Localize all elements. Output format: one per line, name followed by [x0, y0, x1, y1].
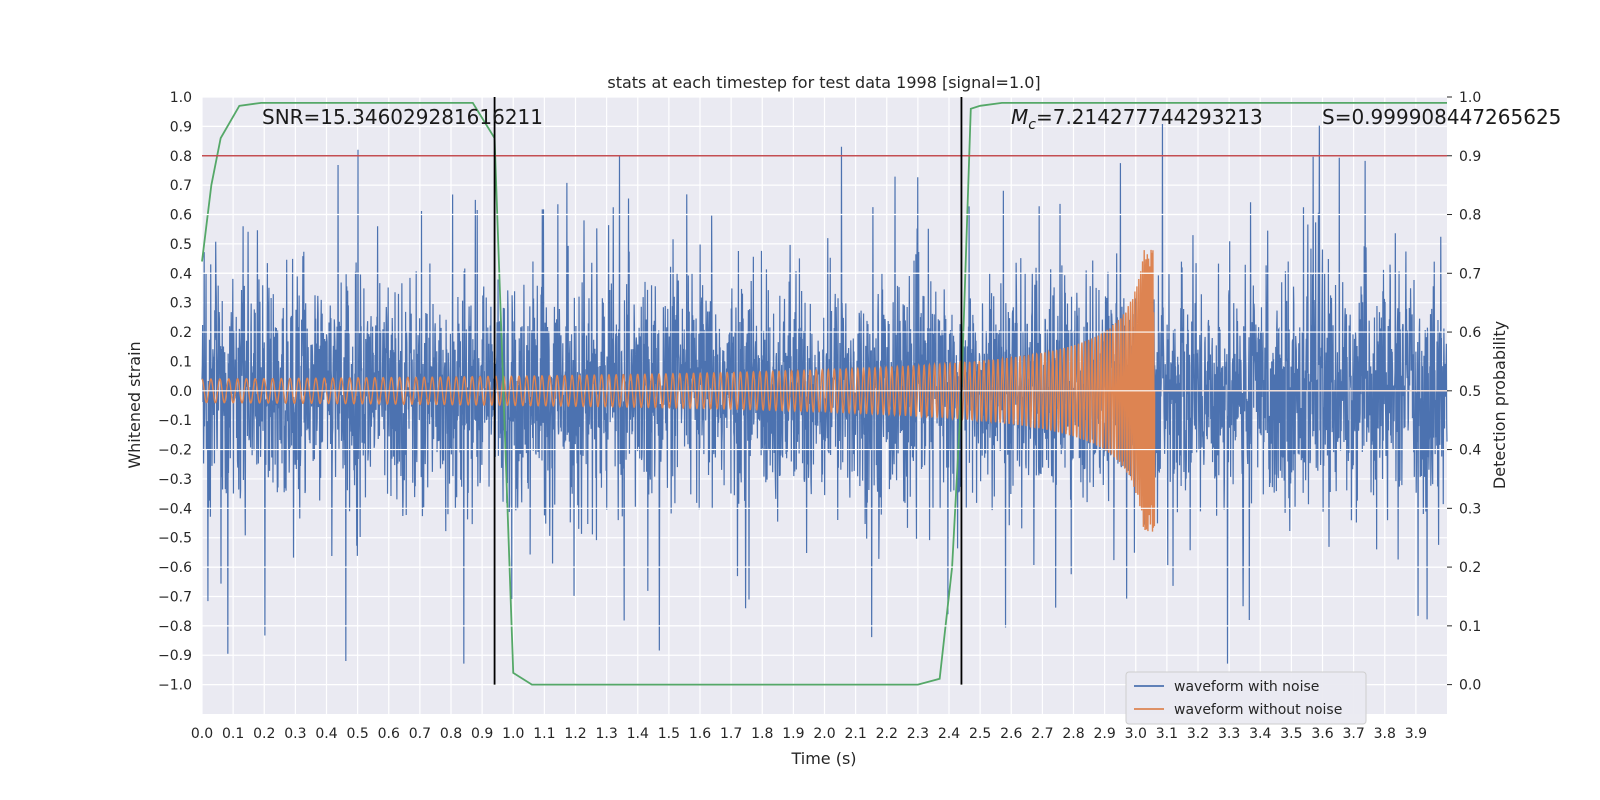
x-tick-label: 0.6 — [378, 726, 400, 742]
x-tick-label: 1.3 — [595, 726, 617, 742]
x-tick-label: 2.7 — [1031, 726, 1053, 742]
y-right-tick-label: 0.2 — [1459, 560, 1481, 576]
x-axis-ticks: 0.0 0.1 0.2 0.3 0.4 0.5 0.6 0.7 0.8 0.9 1.0 1.1 1.2 1… — [191, 726, 1427, 742]
probability-line — [201, 101, 1447, 686]
chart-title: stats at each timestep for test data 199… — [607, 73, 1040, 92]
series-waveform-with-noise — [201, 124, 1448, 664]
x-tick-label: 1.6 — [689, 726, 711, 742]
y-tick-label: 0.8 — [170, 149, 192, 165]
series-detection-probability — [201, 101, 1447, 686]
y-tick-label: 0.2 — [170, 325, 192, 341]
x-tick-label: 3.0 — [1125, 726, 1147, 742]
x-tick-label: 2.6 — [1000, 726, 1022, 742]
legend-label-noise: waveform with noise — [1174, 679, 1319, 695]
x-tick-label: 1.8 — [751, 726, 773, 742]
x-tick-label: 1.9 — [782, 726, 804, 742]
y-tick-label: −0.9 — [158, 648, 192, 664]
y-right-tick-label: 0.3 — [1459, 501, 1481, 517]
x-tick-label: 2.5 — [969, 726, 991, 742]
y-tick-label: 0.3 — [170, 296, 192, 312]
x-tick-label: 3.8 — [1374, 726, 1396, 742]
x-tick-label: 3.2 — [1187, 726, 1209, 742]
snr-annotation: SNR=15.346029281616211 — [262, 105, 543, 129]
y-tick-label: −0.7 — [158, 589, 192, 605]
y-tick-label: −0.5 — [158, 531, 192, 547]
x-tick-label: 2.3 — [907, 726, 929, 742]
chirp-mass-value: =7.214277744293213 — [1036, 105, 1263, 129]
x-tick-label: 3.3 — [1218, 726, 1240, 742]
chirp-mass-annotation: Mc=7.214277744293213 — [1011, 105, 1263, 133]
y-tick-label: −0.1 — [158, 413, 192, 429]
y-tick-label: −0.4 — [158, 501, 192, 517]
x-tick-label: 2.8 — [1062, 726, 1084, 742]
x-tick-label: 1.2 — [564, 726, 586, 742]
y-right-tick-label: 0.9 — [1459, 149, 1481, 165]
x-tick-label: 0.5 — [346, 726, 368, 742]
y-tick-label: 0.7 — [170, 178, 192, 194]
y-right-tick-label: 0.0 — [1459, 678, 1481, 694]
y-right-tick-label: 1.0 — [1459, 90, 1481, 106]
x-tick-label: 0.3 — [284, 726, 306, 742]
x-tick-label: 3.7 — [1342, 726, 1364, 742]
reference-lines — [202, 97, 1447, 685]
chirp-mass-subscript: c — [1028, 117, 1036, 133]
y-right-tick-label: 0.4 — [1459, 443, 1481, 459]
y-right-tick-label: 0.7 — [1459, 266, 1481, 282]
y-tick-label: 0.1 — [170, 354, 192, 370]
x-tick-label: 0.1 — [222, 726, 244, 742]
x-tick-label: 2.9 — [1093, 726, 1115, 742]
y-right-tick-label: 0.5 — [1459, 384, 1481, 400]
x-tick-label: 2.0 — [813, 726, 835, 742]
legend-box — [1125, 671, 1367, 725]
y-tick-label: 0.6 — [170, 208, 192, 224]
x-tick-label: 0.0 — [191, 726, 213, 742]
y-right-tick-label: 0.8 — [1459, 208, 1481, 224]
y-right-tick-label: 0.1 — [1459, 619, 1481, 635]
y-tick-label: −0.2 — [158, 443, 192, 459]
x-tick-label: 0.8 — [440, 726, 462, 742]
y-tick-label: −0.3 — [158, 472, 192, 488]
x-tick-label: 3.5 — [1280, 726, 1302, 742]
y-tick-label: 0.5 — [170, 237, 192, 253]
y-axis-right-label: Detection probability — [1490, 321, 1509, 489]
x-tick-label: 1.4 — [627, 726, 649, 742]
y-tick-label: 1.0 — [170, 90, 192, 106]
x-tick-label: 0.9 — [471, 726, 493, 742]
chirp-mass-symbol: M — [1011, 105, 1028, 129]
legend-label-chirp: waveform without noise — [1174, 702, 1342, 718]
y-tick-label: 0.0 — [170, 384, 192, 400]
y-tick-label: −1.0 — [158, 678, 192, 694]
x-tick-label: 3.4 — [1249, 726, 1271, 742]
legend: waveform with noise waveform without noi… — [1125, 671, 1367, 725]
y-axis-ticks: 1.0 0.9 0.8 0.7 0.6 0.5 0.4 0.3 0.2 0.1 0.0 −0.1 −0.… — [158, 90, 192, 694]
y-tick-label: 0.4 — [170, 266, 192, 282]
x-tick-label: 0.7 — [409, 726, 431, 742]
x-tick-label: 3.1 — [1156, 726, 1178, 742]
y-axis-right-ticks: 0.0 0.1 0.2 0.3 0.4 0.5 0.6 0.7 0.8 0.9 1.0 — [1447, 90, 1481, 694]
x-tick-label: 0.2 — [253, 726, 275, 742]
x-tick-label: 2.2 — [876, 726, 898, 742]
x-tick-label: 3.9 — [1405, 726, 1427, 742]
x-tick-label: 1.0 — [502, 726, 524, 742]
x-tick-label: 1.7 — [720, 726, 742, 742]
x-tick-label: 1.5 — [658, 726, 680, 742]
y-right-tick-label: 0.6 — [1459, 325, 1481, 341]
y-tick-label: −0.8 — [158, 619, 192, 635]
x-tick-label: 2.1 — [844, 726, 866, 742]
y-tick-label: 0.9 — [170, 119, 192, 135]
y-axis-label: Whitened strain — [125, 341, 144, 468]
x-tick-label: 1.1 — [533, 726, 555, 742]
y-tick-label: −0.6 — [158, 560, 192, 576]
x-axis-label: Time (s) — [790, 749, 856, 768]
x-tick-label: 3.6 — [1311, 726, 1333, 742]
s-annotation: S=0.999908447265625 — [1322, 105, 1561, 129]
x-tick-label: 2.4 — [938, 726, 960, 742]
noise-line — [201, 124, 1448, 664]
x-tick-label: 0.4 — [315, 726, 337, 742]
